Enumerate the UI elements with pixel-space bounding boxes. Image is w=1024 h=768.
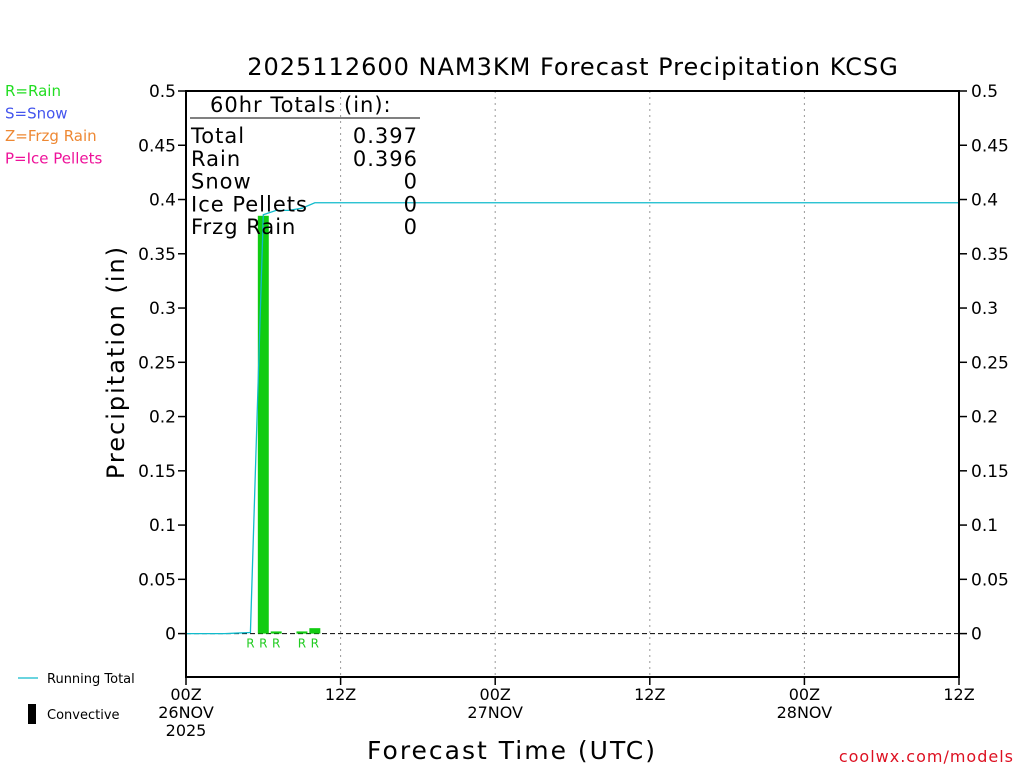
x-tick-label: 00Z <box>789 685 820 704</box>
grid-lines <box>340 91 805 677</box>
totals-row-label: Frzg Rain <box>191 215 296 239</box>
precip-type-mark: R <box>259 637 267 651</box>
y-tick-label-left: 0 <box>165 625 176 645</box>
y-tick-label-left: 0.05 <box>138 570 176 590</box>
credit-text: coolwx.com/models <box>839 747 1014 766</box>
y-tick-label-left: 0.35 <box>138 245 176 265</box>
chart-title: 2025112600 NAM3KM Forecast Precipitation… <box>247 53 899 81</box>
precip-type-legend-item: S=Snow <box>5 105 68 123</box>
running-total-line <box>186 202 959 635</box>
y-tick-label-right: 0.2 <box>971 408 998 428</box>
y-tick-label-right: 0.35 <box>971 245 1009 265</box>
y-tick-label-right: 0.3 <box>971 299 998 319</box>
y-tick-label-right: 0.15 <box>971 462 1009 482</box>
x-tick-label: 00Z <box>170 685 201 704</box>
x-tick-label: 28NOV <box>777 703 833 722</box>
convective-legend-swatch <box>28 704 36 724</box>
precip-type-mark: R <box>311 637 319 651</box>
y-tick-label-left: 0.3 <box>149 299 176 319</box>
x-tick-label: 12Z <box>634 685 665 704</box>
x-tick-label: 12Z <box>325 685 356 704</box>
precip-type-legend-item: Z=Frzg Rain <box>5 127 97 145</box>
precip-type-legend-item: R=Rain <box>5 82 61 100</box>
y-tick-label-left: 0.5 <box>149 82 176 102</box>
line-legend-label: Convective <box>47 708 120 723</box>
x-tick-label: 27NOV <box>467 703 523 722</box>
precip-bar <box>257 215 269 634</box>
precip-bar <box>270 631 282 634</box>
totals-row-label: Ice Pellets <box>191 192 308 216</box>
x-tick-label: 12Z <box>943 685 974 704</box>
y-tick-label-right: 0.45 <box>971 136 1009 156</box>
precip-type-mark: R <box>246 637 254 651</box>
y-axis-label: Precipitation (in) <box>102 245 130 479</box>
totals-header: 60hr Totals (in): <box>210 93 392 117</box>
line-legend-label: Running Total <box>47 672 135 687</box>
precip-bar <box>309 628 321 634</box>
plot-frame <box>185 90 960 678</box>
precip-type-legend: R=Rain S=Snow Z=Frzg Rain P=Ice Pellets <box>5 82 102 168</box>
totals-row-label: Total <box>190 124 245 148</box>
y-tick-label-right: 0.1 <box>971 516 998 536</box>
totals-row-label: Rain <box>191 147 241 171</box>
totals-row-value: 0.396 <box>353 147 418 171</box>
x-tick-label: 00Z <box>480 685 511 704</box>
y-tick-label-right: 0.25 <box>971 353 1009 373</box>
precip-bar <box>296 631 308 634</box>
totals-row-value: 0 <box>404 170 418 194</box>
y-tick-label-left: 0.1 <box>149 516 176 536</box>
y-tick-label-right: 0 <box>971 625 982 645</box>
totals-rows: Total 0.397 Rain 0.396 Snow 0 Ice Pellets 0 Frzg… <box>190 124 418 239</box>
line-legend: Running Total Convective <box>18 672 135 724</box>
precip-type-mark: R <box>298 637 306 651</box>
totals-row-value: 0 <box>404 215 418 239</box>
totals-row-value: 0 <box>404 192 418 216</box>
totals-row-value: 0.397 <box>353 124 418 148</box>
totals-box: 60hr Totals (in): Total 0.397 Rain 0.396 Sno… <box>190 93 420 239</box>
precip-type-legend-item: P=Ice Pellets <box>5 150 102 168</box>
y-tick-label-left: 0.25 <box>138 353 176 373</box>
y-tick-label-left: 0.4 <box>149 191 176 211</box>
y-tick-label-left: 0.2 <box>149 408 176 428</box>
y-tick-label-left: 0.45 <box>138 136 176 156</box>
y-tick-label-right: 0.5 <box>971 82 998 102</box>
y-tick-label-right: 0.4 <box>971 191 998 211</box>
x-tick-label: 2025 <box>166 721 207 740</box>
y-axis-left: 0 0.05 0.1 0.15 0.2 0.25 0.3 0.35 0.4 0.45 0.5 <box>138 82 186 645</box>
y-tick-label-right: 0.05 <box>971 570 1009 590</box>
y-tick-label-left: 0.15 <box>138 462 176 482</box>
y-axis-right: 0 0.05 0.1 0.15 0.2 0.25 0.3 0.35 0.4 0.45 0.5 <box>959 82 1009 645</box>
totals-row-label: Snow <box>191 170 252 194</box>
x-axis-label: Forecast Time (UTC) <box>367 736 657 765</box>
precip-bars <box>257 215 321 634</box>
x-tick-label: 26NOV <box>158 703 214 722</box>
precip-type-mark: R <box>272 637 280 651</box>
